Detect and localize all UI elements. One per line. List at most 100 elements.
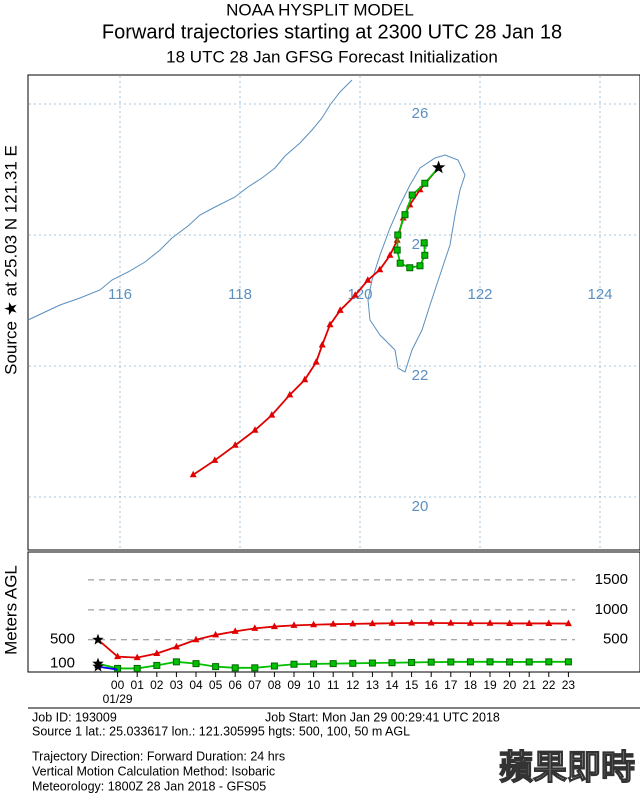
lon-label: 122 (467, 286, 492, 303)
marker (388, 619, 396, 626)
marker (420, 239, 428, 247)
lon-label: 116 (108, 286, 132, 303)
lon-label: 118 (228, 286, 252, 303)
source-star (431, 160, 446, 174)
marker (393, 246, 401, 254)
height-line (97, 622, 569, 659)
marker (349, 659, 357, 667)
marker (401, 211, 409, 219)
marker (466, 619, 474, 626)
title-3: 18 UTC 28 Jan GFSG Forecast Initializati… (166, 47, 498, 66)
marker (564, 619, 572, 627)
marker (376, 265, 384, 273)
marker (172, 642, 180, 650)
map-frame (27, 74, 640, 551)
marker (231, 627, 239, 634)
source-height-label: 500 (50, 631, 75, 648)
marker (386, 251, 394, 258)
marker (172, 658, 180, 666)
footer-line: Source 1 lat.: 25.033617 lon.: 121.30599… (32, 724, 410, 738)
marker (189, 470, 197, 478)
marker (211, 456, 219, 463)
marker (286, 390, 294, 398)
x-tick-label: 11 (327, 678, 340, 692)
y-tick-label: 1000 (595, 601, 628, 618)
marker (545, 619, 553, 626)
lon-label: 124 (587, 286, 612, 303)
marker (290, 660, 298, 668)
marker (318, 341, 326, 348)
marker (564, 658, 572, 666)
title-2: Forward trajectories starting at 2300 UT… (102, 21, 562, 43)
marker (310, 660, 318, 668)
x-tick-label: 17 (444, 678, 458, 692)
marker (192, 660, 200, 668)
marker (506, 658, 514, 666)
marker (212, 630, 220, 638)
marker (133, 664, 141, 672)
footer-line: Meteorology: 1800Z 28 Jan 2018 - GFS05 (32, 779, 266, 793)
footer-line: Job Start: Mon Jan 29 00:29:41 UTC 2018 (265, 710, 500, 724)
footer-line: Vertical Motion Calculation Method: Isob… (32, 764, 275, 778)
marker (349, 619, 357, 627)
x-tick-label: 09 (287, 678, 301, 692)
taiwan-coast (367, 154, 466, 373)
marker (416, 185, 424, 193)
marker (394, 231, 402, 239)
height-frame (27, 551, 640, 673)
marker (192, 635, 200, 643)
marker (270, 622, 278, 630)
marker (427, 658, 435, 666)
marker (290, 621, 298, 628)
source-star (92, 660, 104, 672)
marker (506, 619, 514, 626)
x-tick-label: 04 (189, 678, 203, 692)
marker (447, 619, 455, 626)
x-tick-label: 00 (111, 678, 125, 692)
marker (351, 291, 359, 298)
x-tick-label: 21 (523, 678, 537, 692)
x-tick-label: 22 (542, 678, 556, 692)
map (27, 74, 640, 551)
watermark: 蘋果即時 (499, 749, 635, 787)
marker (268, 411, 276, 418)
marker (427, 618, 435, 626)
x-tick-label: 15 (405, 678, 419, 692)
marker (388, 659, 396, 667)
marker (545, 658, 553, 666)
x-tick-label: 03 (170, 678, 184, 692)
marker (408, 191, 416, 199)
marker (310, 620, 318, 628)
marker (466, 658, 474, 666)
source-height-label: 100 (50, 655, 75, 672)
marker (416, 262, 424, 270)
marker (408, 658, 416, 666)
x-tick-label: 07 (248, 678, 262, 692)
x-tick-label: 13 (366, 678, 380, 692)
y-tick-label: 500 (603, 631, 628, 648)
x-tick-label: 06 (229, 678, 243, 692)
marker (153, 661, 161, 669)
lat-label: 22 (412, 367, 429, 384)
marker (486, 658, 494, 666)
marker (251, 664, 259, 672)
marker (368, 619, 376, 627)
marker (421, 179, 429, 187)
marker (421, 251, 429, 259)
marker (525, 658, 533, 666)
marker (114, 652, 122, 660)
source-star (92, 633, 104, 645)
marker (301, 375, 309, 383)
marker (336, 306, 344, 313)
title-1: NOAA HYSPLIT MODEL (226, 0, 414, 19)
y-tick-label: 1500 (595, 571, 628, 588)
x-tick-label: 20 (503, 678, 517, 692)
marker (312, 358, 320, 365)
footer-line: Job ID: 193009 (32, 710, 117, 724)
marker (329, 620, 337, 627)
marker (133, 653, 141, 661)
y-axis-label: Meters AGL (1, 565, 20, 655)
x-tick-label: 12 (346, 678, 360, 692)
marker (364, 276, 372, 283)
